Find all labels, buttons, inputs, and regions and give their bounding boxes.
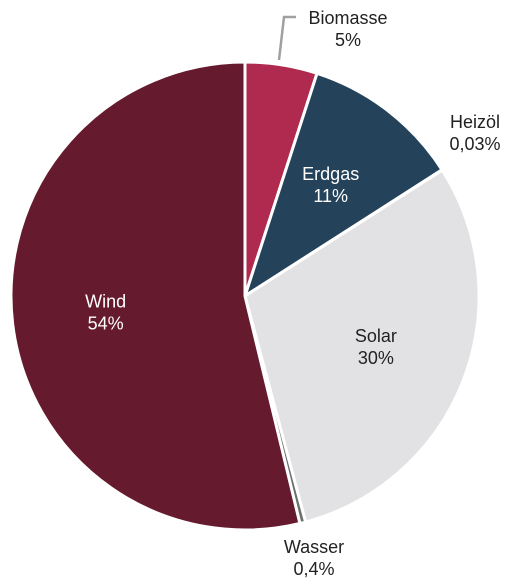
pie-slice-solar bbox=[243, 168, 481, 524]
pie-slice-wind bbox=[9, 60, 302, 532]
leader-line-biomasse bbox=[277, 15, 296, 61]
slice-label-heizoel: Heizöl bbox=[450, 112, 500, 132]
slice-label-wasser: Wasser bbox=[284, 537, 344, 557]
pie-slices bbox=[9, 60, 481, 532]
slice-value-erdgas: 11% bbox=[313, 186, 348, 206]
slice-label-solar: Solar bbox=[355, 326, 397, 346]
pie-slice-erdgas bbox=[243, 71, 444, 298]
slice-label-erdgas: Erdgas bbox=[302, 164, 359, 184]
slice-value-wasser: 0,4% bbox=[293, 559, 334, 579]
slice-value-solar: 30% bbox=[358, 348, 394, 368]
slice-value-heizoel: 0,03% bbox=[449, 134, 500, 154]
slice-value-wind: 54% bbox=[88, 314, 124, 334]
leader-lines bbox=[277, 15, 296, 61]
slice-label-wind: Wind bbox=[85, 292, 126, 312]
slice-label-biomasse: Biomasse bbox=[308, 8, 387, 28]
slice-value-biomasse: 5% bbox=[335, 30, 361, 50]
